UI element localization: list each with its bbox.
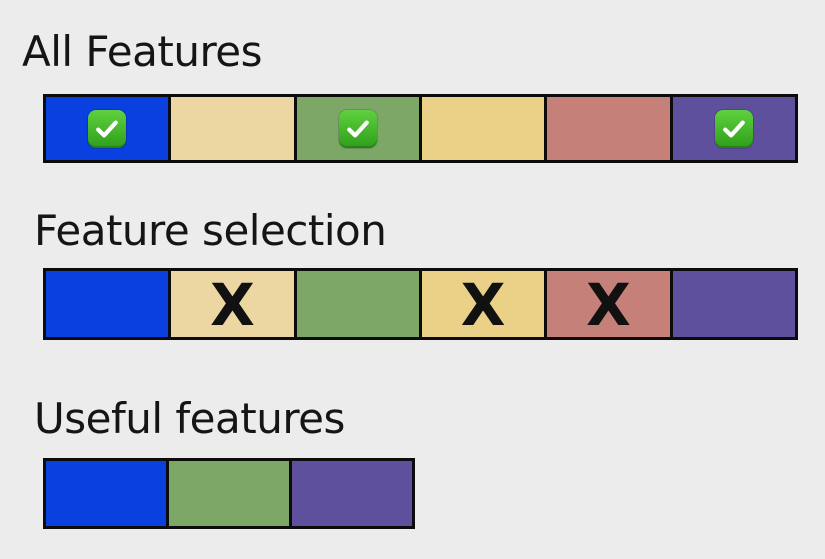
feature-cell	[171, 97, 297, 160]
feature-cell	[46, 97, 172, 160]
feature-cell	[421, 97, 548, 160]
feature-cell	[547, 97, 673, 160]
check-icon	[714, 109, 753, 148]
check-icon	[338, 109, 377, 148]
x-mark: X	[586, 271, 631, 339]
feature-cell	[46, 461, 169, 526]
feature-selection-title: Feature selection	[34, 206, 387, 255]
all-features-title: All Features	[22, 27, 263, 76]
useful-features-bar	[43, 458, 415, 529]
feature-cell	[46, 271, 172, 337]
x-mark: X	[460, 271, 506, 339]
feature-cell	[672, 97, 795, 160]
x-mark: X	[210, 271, 255, 339]
feature-cell	[169, 461, 292, 526]
feature-cell: X	[547, 271, 673, 339]
feature-cell	[296, 97, 422, 160]
feature-cell: X	[421, 271, 548, 339]
feature-cell	[296, 271, 422, 337]
check-icon	[88, 109, 127, 148]
useful-features-title: Useful features	[34, 394, 345, 443]
feature-cell	[292, 461, 412, 526]
all-features-bar	[43, 94, 798, 163]
feature-cell	[672, 271, 795, 337]
feature-cell: X	[171, 271, 297, 339]
